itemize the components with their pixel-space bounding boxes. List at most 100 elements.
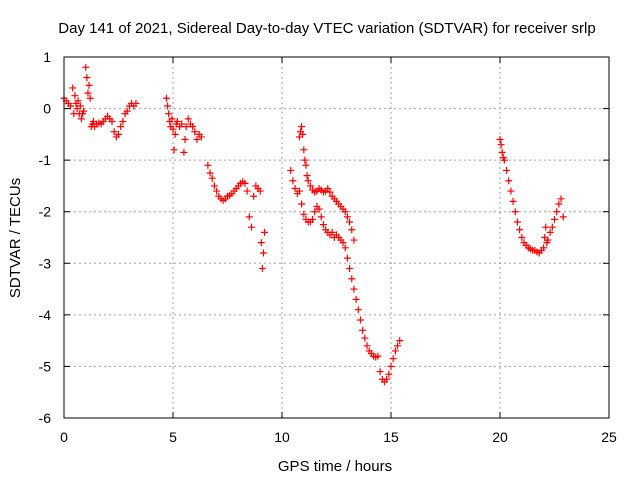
data-point bbox=[250, 192, 258, 200]
data-point bbox=[354, 306, 362, 314]
data-point bbox=[69, 84, 77, 92]
data-point bbox=[389, 355, 397, 363]
y-axis-label: SDTVAR / TECUs bbox=[7, 178, 24, 298]
data-point bbox=[315, 205, 323, 213]
grid bbox=[64, 57, 609, 418]
data-point bbox=[108, 117, 116, 125]
data-point bbox=[542, 223, 550, 231]
data-point bbox=[184, 115, 192, 123]
data-point bbox=[171, 130, 179, 138]
y-tick-label: -6 bbox=[39, 410, 52, 426]
y-tick-label: 0 bbox=[43, 101, 51, 117]
data-point bbox=[394, 342, 402, 350]
data-points bbox=[60, 63, 567, 386]
y-tick-label: -4 bbox=[39, 307, 52, 323]
data-point bbox=[76, 102, 84, 110]
data-point bbox=[385, 370, 393, 378]
data-point bbox=[80, 107, 88, 115]
data-point bbox=[261, 228, 269, 236]
data-point bbox=[181, 136, 189, 144]
data-point bbox=[343, 254, 351, 262]
series-segment-4 bbox=[287, 123, 358, 244]
data-point bbox=[500, 156, 508, 164]
data-point bbox=[328, 228, 336, 236]
data-point bbox=[256, 187, 264, 195]
data-point bbox=[309, 215, 317, 223]
series-segment-6 bbox=[496, 136, 567, 257]
plot-frame bbox=[63, 56, 610, 419]
data-point bbox=[301, 156, 309, 164]
x-tick-label: 15 bbox=[383, 429, 399, 445]
data-point bbox=[300, 146, 308, 154]
data-point bbox=[110, 128, 118, 136]
data-point bbox=[243, 187, 251, 195]
data-point bbox=[193, 136, 201, 144]
data-point bbox=[117, 123, 125, 131]
series-segment-1 bbox=[60, 63, 140, 141]
data-point bbox=[191, 128, 199, 136]
data-point bbox=[132, 99, 140, 107]
data-point bbox=[303, 172, 311, 180]
data-point bbox=[206, 169, 214, 177]
data-point bbox=[383, 375, 391, 383]
data-point bbox=[178, 120, 186, 128]
data-point bbox=[513, 218, 521, 226]
data-point bbox=[341, 208, 349, 216]
data-point bbox=[498, 148, 506, 156]
data-point bbox=[119, 117, 127, 125]
data-point bbox=[169, 125, 177, 133]
data-point bbox=[123, 107, 131, 115]
data-point bbox=[306, 182, 314, 190]
data-point bbox=[71, 92, 79, 100]
data-point bbox=[348, 275, 356, 283]
data-point bbox=[540, 244, 548, 252]
data-point bbox=[346, 264, 354, 272]
data-point bbox=[361, 334, 369, 342]
data-point bbox=[391, 347, 399, 355]
data-point bbox=[350, 285, 358, 293]
data-point bbox=[165, 110, 173, 118]
data-point bbox=[555, 200, 563, 208]
data-point bbox=[387, 362, 395, 370]
data-point bbox=[74, 97, 82, 105]
data-point bbox=[259, 249, 267, 257]
data-point bbox=[67, 102, 75, 110]
y-tick-label: -5 bbox=[39, 358, 52, 374]
y-tick-label: -1 bbox=[39, 152, 52, 168]
data-point bbox=[83, 74, 91, 82]
data-point bbox=[553, 208, 561, 216]
x-tick-label: 5 bbox=[169, 429, 177, 445]
x-tick-label: 0 bbox=[60, 429, 68, 445]
data-point bbox=[546, 228, 554, 236]
data-point bbox=[359, 326, 367, 334]
data-point bbox=[168, 115, 176, 123]
data-point bbox=[551, 215, 558, 223]
series-segment-3 bbox=[204, 161, 269, 272]
data-point bbox=[189, 123, 197, 131]
y-tick-labels: 1 0 -1 -2 -3 -4 -5 -6 bbox=[39, 49, 52, 426]
x-tick-label: 10 bbox=[274, 429, 290, 445]
data-point bbox=[197, 133, 205, 141]
data-point bbox=[304, 177, 312, 185]
data-point bbox=[326, 188, 334, 196]
data-point bbox=[557, 195, 565, 203]
series-segment-5 bbox=[295, 187, 404, 386]
data-point bbox=[511, 208, 519, 216]
y-tick-label: -3 bbox=[39, 255, 52, 271]
data-point bbox=[350, 236, 358, 244]
y-tick-label: 1 bbox=[43, 49, 51, 65]
data-point bbox=[164, 102, 172, 110]
data-point bbox=[507, 187, 515, 195]
y-tick-label: -2 bbox=[39, 204, 52, 220]
x-axis-label: GPS time / hours bbox=[278, 458, 392, 475]
data-point bbox=[376, 368, 384, 376]
data-point bbox=[84, 89, 92, 97]
x-tick-label: 25 bbox=[601, 429, 617, 445]
data-point bbox=[518, 234, 526, 241]
data-point bbox=[291, 185, 299, 193]
data-point bbox=[302, 161, 310, 169]
data-point bbox=[213, 187, 221, 195]
data-point bbox=[85, 81, 93, 89]
data-point bbox=[299, 130, 307, 138]
